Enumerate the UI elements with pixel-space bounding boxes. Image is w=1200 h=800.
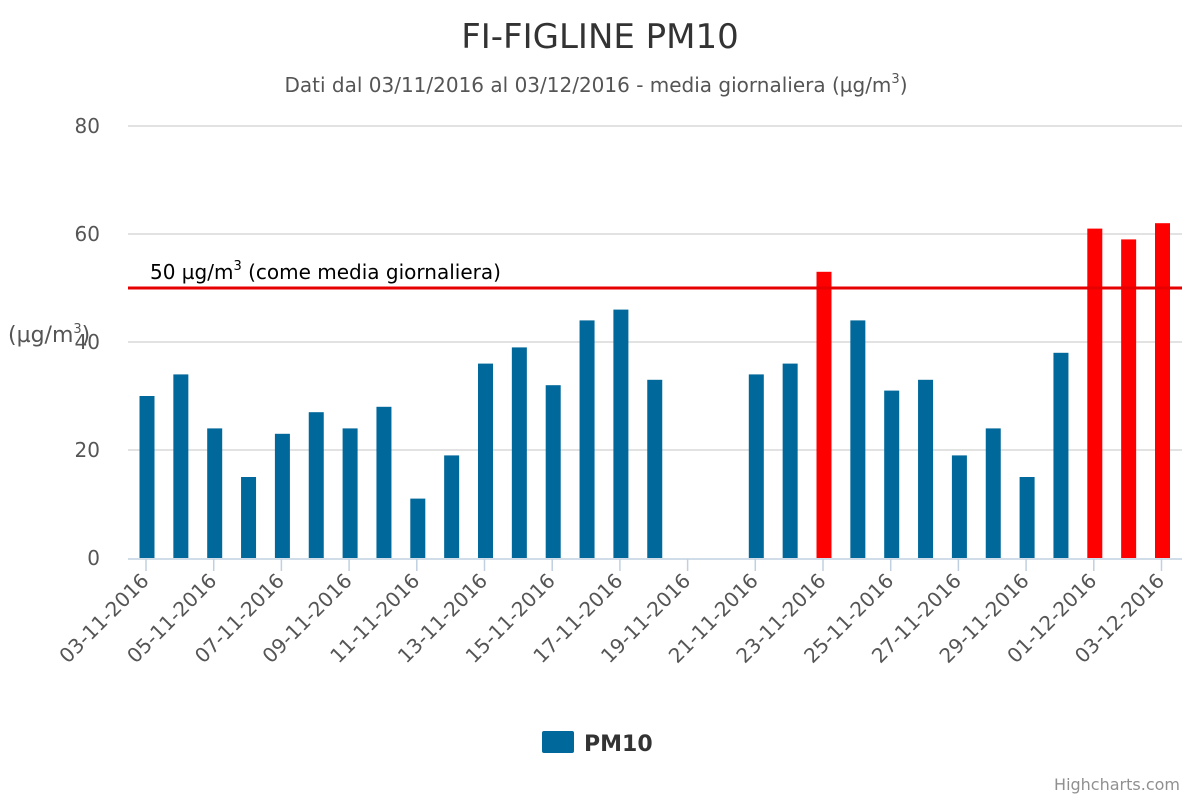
bar[interactable] xyxy=(918,379,934,558)
bar[interactable] xyxy=(173,374,189,558)
bar[interactable] xyxy=(274,433,290,558)
bar[interactable] xyxy=(579,320,595,558)
bar[interactable] xyxy=(1121,239,1137,558)
bar[interactable] xyxy=(308,412,324,558)
bar[interactable] xyxy=(207,428,223,558)
bar[interactable] xyxy=(816,271,832,558)
bar[interactable] xyxy=(985,428,1001,558)
legend[interactable]: PM10 xyxy=(542,731,653,757)
y-tick-label: 40 xyxy=(75,330,100,354)
y-tick-label: 20 xyxy=(75,438,100,462)
y-tick-label: 0 xyxy=(87,546,100,570)
x-axis-ticks: 03-11-201605-11-201607-11-201609-11-2016… xyxy=(54,559,1169,668)
bar[interactable] xyxy=(850,320,866,558)
bar[interactable] xyxy=(139,396,155,558)
bar-series xyxy=(139,223,1170,558)
y-axis-label: (µg/m3) xyxy=(8,322,90,348)
credits[interactable]: Highcharts.com xyxy=(1054,775,1180,794)
bar[interactable] xyxy=(376,406,392,558)
bar[interactable] xyxy=(1019,477,1035,558)
bar[interactable] xyxy=(1053,352,1069,558)
bar[interactable] xyxy=(511,347,527,558)
bar[interactable] xyxy=(647,379,663,558)
y-tick-label: 60 xyxy=(75,222,100,246)
bar[interactable] xyxy=(748,374,764,558)
y-axis-ticks: 0 20 40 60 80 xyxy=(75,114,100,570)
legend-swatch xyxy=(542,731,574,753)
chart-title: FI-FIGLINE PM10 xyxy=(461,17,739,57)
chart-subtitle: Dati dal 03/11/2016 al 03/12/2016 - medi… xyxy=(284,72,907,97)
bar[interactable] xyxy=(884,390,900,558)
bar[interactable] xyxy=(613,309,629,558)
bar[interactable] xyxy=(782,363,798,558)
bar[interactable] xyxy=(444,455,460,558)
bar[interactable] xyxy=(951,455,967,558)
legend-label[interactable]: PM10 xyxy=(584,732,653,757)
y-tick-label: 80 xyxy=(75,114,100,138)
bar[interactable] xyxy=(241,477,257,558)
bar[interactable] xyxy=(1087,228,1103,558)
bar[interactable] xyxy=(478,363,493,558)
bar[interactable] xyxy=(545,385,561,558)
bar[interactable] xyxy=(410,498,426,558)
bar[interactable] xyxy=(1155,223,1170,558)
bar[interactable] xyxy=(342,428,358,558)
threshold-label: 50 µg/m3 (come media giornaliera) xyxy=(150,259,501,284)
